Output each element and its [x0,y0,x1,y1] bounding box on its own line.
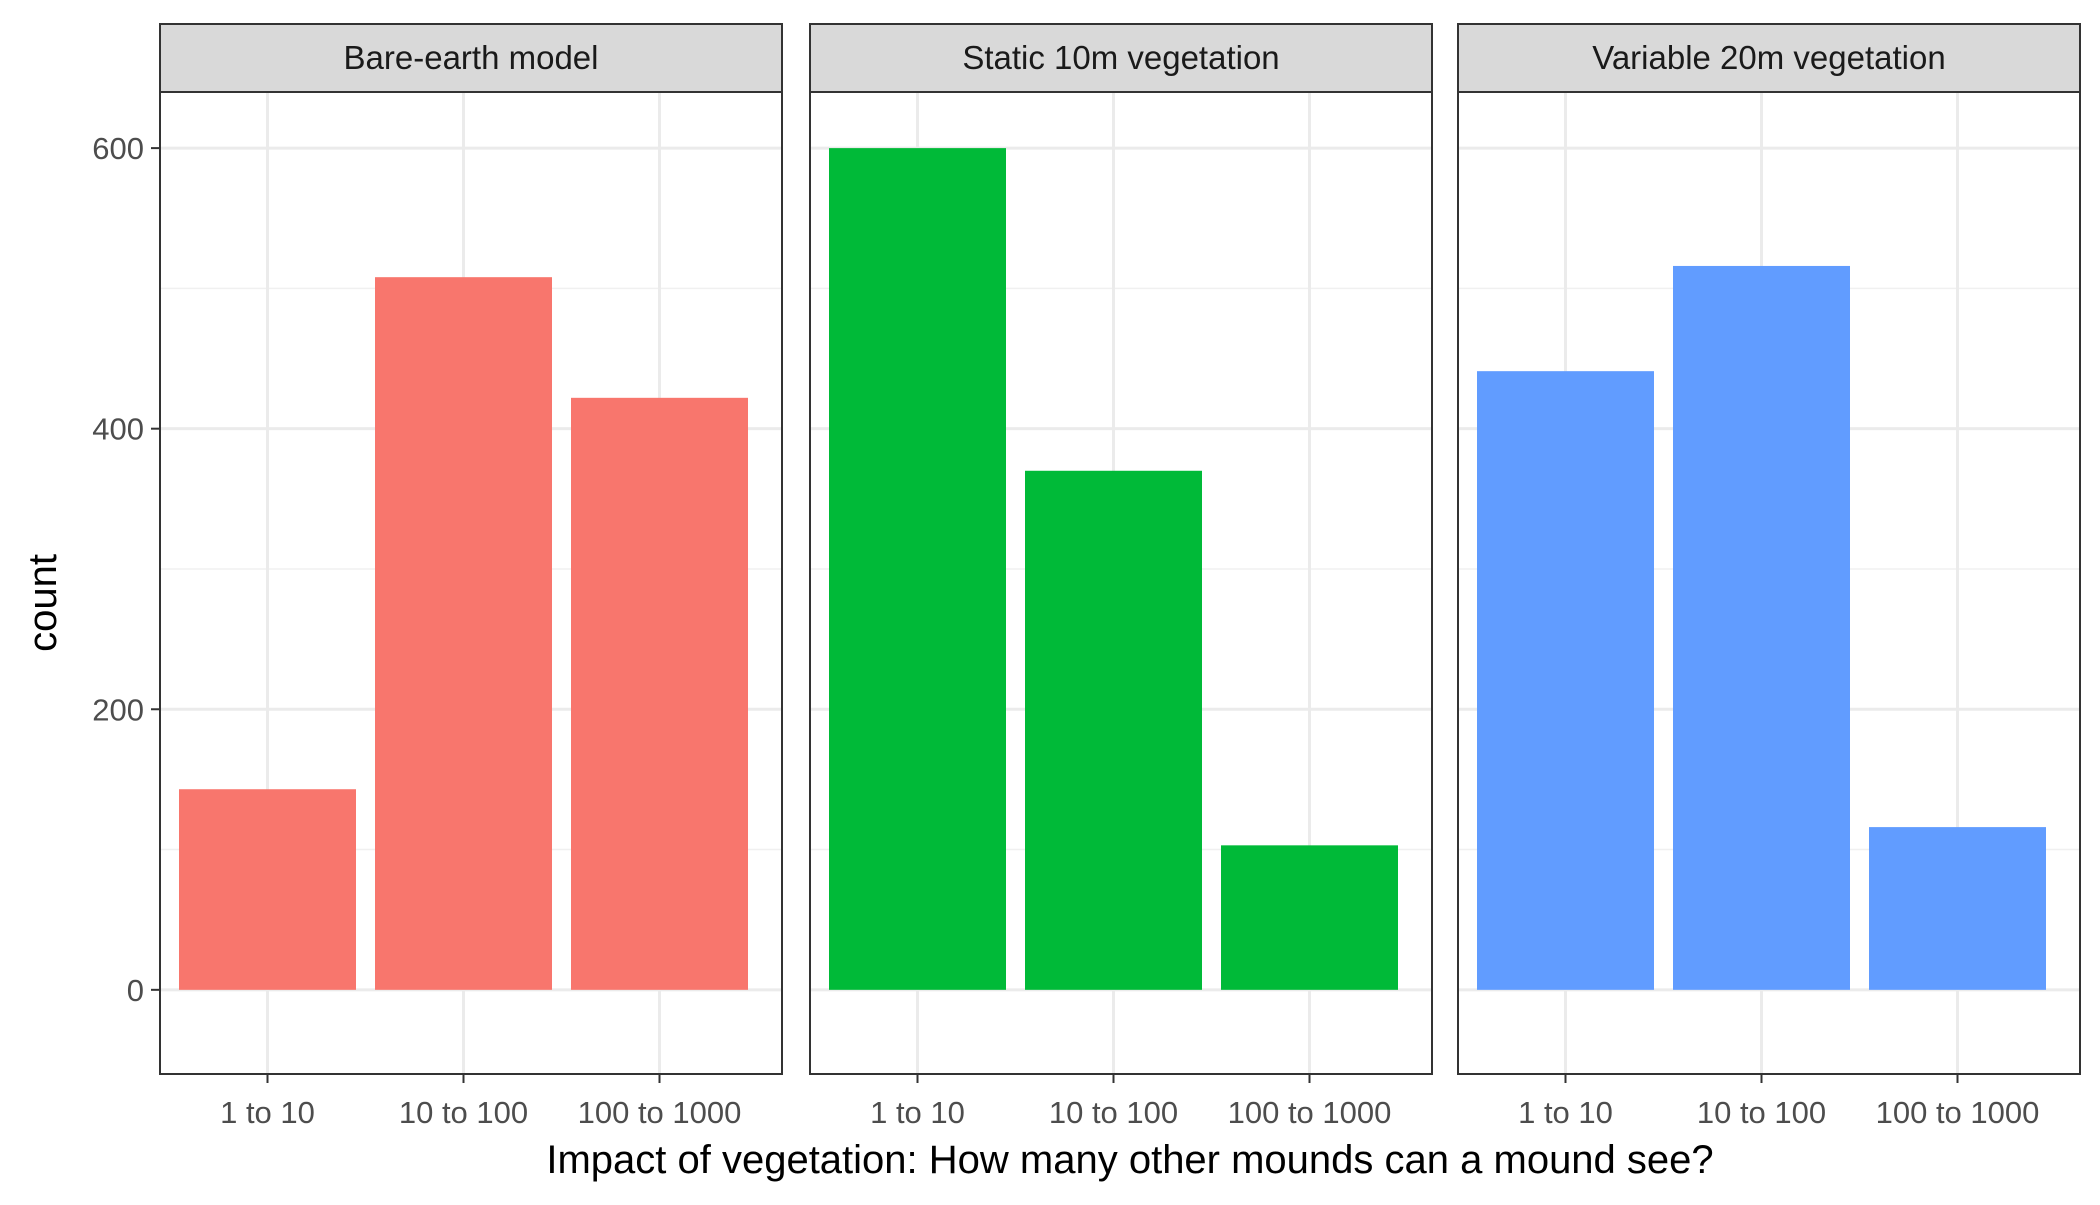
facet-strip-label: Static 10m vegetation [962,39,1279,76]
x-tick-label: 1 to 10 [1518,1095,1613,1130]
x-tick-label: 10 to 100 [399,1095,528,1130]
y-axis: 0 200 400 600 [92,131,160,1008]
facet-strip [159,23,783,93]
bar-bare-earth-model-10-to-100 [375,277,552,990]
y-tick-label: 400 [92,412,144,447]
bar-static-10m-vegetation-10-to-100 [1025,470,1202,990]
x-tick-label: 100 to 1000 [1228,1095,1392,1130]
y-tick-label: 600 [92,131,144,166]
x-tick-label: 1 to 10 [870,1095,965,1130]
x-tick-label: 10 to 100 [1049,1095,1178,1130]
bar-bare-earth-model-1-to-10 [179,789,356,990]
x-tick-label: 100 to 1000 [1876,1095,2040,1130]
facet-variable-20m-vegetation: Variable 20m vegetation 1 to 10 10 to 100 1… [1457,23,2081,1130]
facet-bare-earth-model: Bare-earth model 1 to 10 10 to 100 100 to 1… [159,23,783,1130]
x-tick-label: 10 to 100 [1697,1095,1826,1130]
y-tick-label: 200 [92,692,144,727]
facet-static-10m-vegetation: Static 10m vegetation 1 to 10 10 to 100 100… [809,23,1433,1130]
facets-layer: Bare-earth model 1 to 10 10 to 100 100 to 1… [159,23,2081,1130]
x-tick-label: 1 to 10 [220,1095,315,1130]
bar-variable-20m-vegetation-100-to-1000 [1869,827,2046,990]
bar-variable-20m-vegetation-10-to-100 [1673,265,1850,990]
bar-static-10m-vegetation-1-to-10 [829,148,1006,990]
bar-static-10m-vegetation-100-to-1000 [1221,845,1398,990]
x-tick-label: 100 to 1000 [578,1095,742,1130]
facet-strip [1457,23,2081,93]
bar-variable-20m-vegetation-1-to-10 [1477,371,1654,990]
facet-strip [809,23,1433,93]
facet-strip-label: Bare-earth model [344,39,599,76]
x-axis-title: Impact of vegetation: How many other mou… [546,1138,1713,1182]
bar-bare-earth-model-100-to-1000 [571,397,748,990]
y-tick-label: 0 [127,973,144,1008]
facet-strip-label: Variable 20m vegetation [1592,39,1945,76]
y-axis-title: count [21,554,65,652]
